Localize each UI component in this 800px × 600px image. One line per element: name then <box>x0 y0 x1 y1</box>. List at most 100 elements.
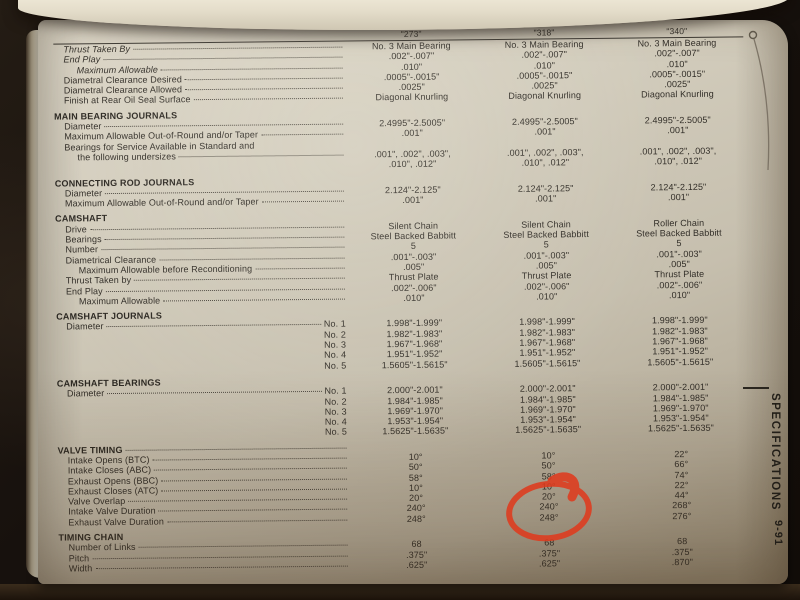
leader-dots <box>106 324 321 328</box>
spec-section: CONNECTING ROD JOURNALS Diameter 2.124"-2.… <box>55 171 745 209</box>
row-label: No. 5 <box>57 427 349 440</box>
row-number-label: No. 4 <box>324 349 347 361</box>
spec-table: "273" "318" "340" Thrust Taken By No. 3 M… <box>53 22 749 573</box>
leader-dots <box>128 498 347 503</box>
spec-section: TIMING CHAIN Number of Links 68 68 68 Pitch .3… <box>58 525 748 573</box>
leader-dots <box>161 488 347 492</box>
cell-value-col3: .001" <box>667 192 690 203</box>
row-label: Exhaust Valve Duration <box>58 514 350 527</box>
row-number-label: No. 1 <box>324 385 347 397</box>
row-label-text: Pitch <box>68 552 90 564</box>
row-label: Maximum Allowable <box>56 293 348 306</box>
leader-space <box>67 368 325 371</box>
leader-dots <box>95 565 348 570</box>
leader-dots <box>104 123 343 128</box>
cell-value-col3: .001" <box>667 125 689 136</box>
row-number-label: No. 2 <box>323 329 347 340</box>
table-body: Thrust Taken By No. 3 Main Bearing No. 3 M… <box>53 37 749 574</box>
row-label-text: the following undersizes <box>77 151 177 163</box>
leader-dots <box>103 56 343 61</box>
leader-dots <box>138 544 348 549</box>
leader-dots <box>152 457 347 461</box>
leader-dots <box>154 467 347 471</box>
row-label: the following undersizes <box>54 150 346 163</box>
leader-dots <box>184 77 343 81</box>
cell-value-col1: .001" <box>401 128 423 139</box>
leader-dots <box>159 257 345 261</box>
cell-value-col1: 1.5625"-1.5635" <box>382 425 449 437</box>
cell-value-col1: .001" <box>402 194 424 206</box>
section-title-text: VALVE TIMING <box>57 444 123 456</box>
row-label-text: Exhaust Valve Duration <box>68 516 164 528</box>
row-label-text: Width <box>68 563 93 574</box>
row-label-text: Maximum Allowable Out-of-Round and/or Ta… <box>64 196 259 209</box>
cell-value-col2: 248° <box>539 512 559 523</box>
leader-dots <box>160 67 343 71</box>
leader-dots <box>105 288 345 292</box>
leader-dots <box>178 154 344 158</box>
row-label-text: Diameter <box>66 321 104 332</box>
row-label-text: Number of Links <box>68 542 136 553</box>
spec-section: MAIN BEARING JOURNALS Diameter 2.4995"-2.5… <box>54 104 745 173</box>
cell-value-col3: .870" <box>671 556 694 568</box>
leader-dots <box>255 267 345 270</box>
side-tab-rule <box>743 387 769 389</box>
leader-dots <box>133 46 342 50</box>
cell-value-col1: .625" <box>406 559 428 570</box>
cell-value-col1: .001", .002", .003", .010", .012" <box>374 148 451 170</box>
cell-value-col2: .001" <box>535 193 557 204</box>
row-number-label: No. 3 <box>324 406 347 417</box>
spec-section: VALVE TIMING Intake Opens (BTC) 10° 10° 22° I… <box>58 438 749 528</box>
leader-dots <box>92 555 348 559</box>
cell-value-col2: .001", .002", .003", .010", .012" <box>506 147 584 168</box>
cell-value-col3: .010" <box>668 289 691 301</box>
page-number: 9-91 <box>772 520 784 547</box>
cell-value-col2: .010" <box>536 291 558 302</box>
leader-space <box>254 147 346 148</box>
book-page: "273" "318" "340" Thrust Taken By No. 3 M… <box>38 20 788 584</box>
row-number-label: No. 1 <box>323 319 346 330</box>
cell-value-col1: 1.5605"-1.5615" <box>381 359 448 370</box>
leader-dots <box>105 190 344 194</box>
leader-dots <box>193 98 343 101</box>
row-label-text: Bearings <box>65 234 102 245</box>
row-label-text: End Play <box>63 54 101 65</box>
row-label-text: Maximum Allowable <box>78 295 161 307</box>
cell-value-col3: 1.5625"-1.5635" <box>647 423 715 434</box>
leader-dots <box>101 246 345 251</box>
leader-dots <box>89 226 344 231</box>
leader-dots <box>134 277 345 282</box>
row-number-label: No. 2 <box>324 396 347 407</box>
row-number-label: No. 5 <box>324 426 348 438</box>
leader-space <box>67 435 325 438</box>
cell-value-col2: 1.5625"-1.5635" <box>515 424 582 436</box>
leader-dots <box>163 298 345 302</box>
row-label-text: Finish at Rear Oil Seal Surface <box>63 94 191 107</box>
cell-value-col1: 248° <box>406 513 426 524</box>
leader-dots <box>158 509 347 513</box>
row-label: Finish at Rear Oil Seal Surface <box>54 93 346 106</box>
row-label-text: Number <box>65 244 99 255</box>
row-label-text: Thrust Taken By <box>63 43 131 55</box>
row-label-text: Diameter <box>64 121 102 132</box>
cell-value-col2: 1.5605"-1.5615" <box>514 357 581 369</box>
row-label: Width <box>59 560 351 573</box>
spec-section: CAMSHAFT Drive Silent Chain Silent Chain Rol… <box>55 207 746 307</box>
row-number-label: No. 4 <box>324 416 347 427</box>
row-label-text: Valve Overlap <box>68 496 126 507</box>
cell-value-col2 <box>479 144 612 145</box>
cell-value-col3: Diagonal Knurling <box>641 89 714 100</box>
cell-value-col1: .010" <box>403 292 425 303</box>
leader-dots <box>125 447 347 451</box>
row-label-text: End Play <box>65 285 103 297</box>
section-title-text: CAMSHAFT <box>55 213 108 225</box>
table-surface <box>0 584 800 600</box>
row-label: No. 5 <box>57 360 349 373</box>
row-label: Maximum Allowable Out-of-Round and/or Ta… <box>55 196 347 209</box>
spec-section: CAMSHAFT BEARINGS Diameter No. 1 2.000"-2.0… <box>57 371 748 440</box>
leader-dots <box>261 200 344 203</box>
leader-dots <box>166 519 347 523</box>
column-header-340: "340" <box>666 25 688 36</box>
leader-dots <box>185 87 343 91</box>
